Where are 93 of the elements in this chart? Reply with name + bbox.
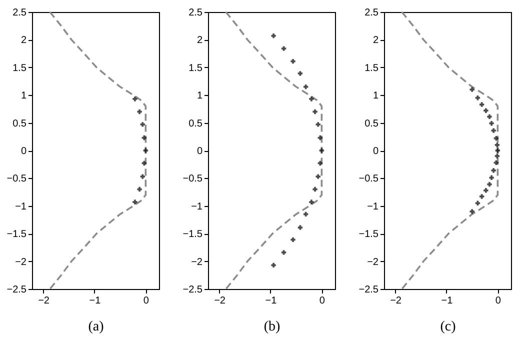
point (132, 96, 138, 102)
y-tick-label: −1 (191, 201, 203, 212)
y-tick-label: −0.5 (6, 174, 27, 185)
line-series (49, 11, 147, 290)
point (290, 58, 296, 64)
point (316, 174, 320, 179)
point (484, 108, 488, 113)
point (494, 142, 500, 148)
y-tick-label: 1.5 (364, 62, 379, 74)
y-tick-label: −2 (367, 256, 379, 268)
y-tick-label: −1.5 (182, 229, 203, 240)
y-tick-label: 1.5 (188, 62, 203, 74)
x-tick-label: −1 (441, 296, 454, 306)
x-axis-title: (a) (88, 320, 104, 334)
point (470, 87, 474, 92)
y-tick-label: −2 (191, 256, 203, 268)
point (494, 136, 498, 141)
y-tick-label: −1.5 (358, 229, 379, 240)
point (142, 135, 146, 140)
y-tick-label: 2.5 (12, 8, 27, 18)
point (494, 154, 500, 158)
point (479, 194, 484, 199)
y-tick-label: 2 (196, 35, 203, 46)
point (132, 200, 138, 204)
point (475, 96, 480, 100)
point (475, 200, 480, 206)
y-tick-label: 0.5 (188, 118, 203, 130)
y-tick-label: −2.5 (182, 284, 203, 296)
line-series (225, 11, 323, 290)
point (309, 200, 314, 204)
x-tick-label: 0 (143, 296, 150, 306)
y-tick-label: 0 (372, 146, 379, 157)
point (470, 209, 474, 214)
point (271, 33, 276, 38)
y-tick-label: 2 (20, 35, 27, 46)
x-tick-label: −2 (390, 296, 402, 306)
point (271, 262, 276, 268)
point (290, 237, 296, 242)
y-tick-label: −0.5 (358, 174, 379, 185)
point (489, 175, 494, 180)
y-tick-label: 0.5 (12, 118, 27, 130)
x-tick-label: −2 (214, 296, 226, 306)
point (140, 174, 145, 179)
point (281, 250, 286, 255)
point (494, 160, 498, 166)
point (491, 128, 496, 133)
point (298, 71, 303, 76)
point (484, 188, 488, 193)
y-tick-label: 2.5 (364, 8, 379, 18)
point (318, 160, 322, 166)
point (309, 96, 314, 102)
point (142, 160, 146, 166)
y-tick-label: 1.5 (12, 62, 27, 74)
x-axis-title: (c) (440, 320, 456, 334)
y-tick-label: 1 (20, 90, 27, 102)
point (298, 225, 303, 230)
y-tick-label: 0 (196, 146, 203, 157)
x-tick-label: −1 (265, 296, 278, 306)
y-tick-label: 1 (372, 90, 379, 102)
x-axis-title: (b) (264, 320, 280, 334)
y-tick-label: −2 (15, 256, 27, 268)
point (318, 135, 322, 140)
point (479, 102, 484, 107)
point (495, 148, 500, 153)
point (137, 109, 142, 114)
y-tick-label: 0 (20, 146, 27, 157)
point (487, 182, 492, 187)
y-tick-label: 2 (372, 35, 379, 46)
y-tick-label: −2.5 (6, 284, 27, 296)
point (312, 186, 318, 192)
point (487, 114, 492, 120)
y-tick-label: −1.5 (6, 229, 27, 240)
y-tick-label: −1 (15, 201, 27, 212)
point (491, 168, 496, 173)
y-tick-label: −2.5 (358, 284, 379, 296)
y-tick-label: −1 (367, 201, 379, 212)
x-tick-label: −1 (89, 296, 102, 306)
point (281, 46, 286, 51)
point (316, 122, 320, 127)
x-tick-label: −2 (38, 296, 50, 306)
point (312, 109, 318, 114)
point (137, 186, 142, 192)
point (140, 122, 145, 127)
point (319, 148, 324, 153)
y-tick-label: 0.5 (364, 118, 379, 130)
y-tick-label: 2.5 (188, 8, 203, 18)
point (143, 148, 148, 153)
y-tick-label: −0.5 (182, 174, 203, 185)
point (489, 121, 494, 126)
line-series (401, 11, 499, 290)
x-tick-label: 0 (319, 296, 326, 306)
x-tick-label: 0 (495, 296, 502, 306)
y-tick-label: 1 (196, 90, 203, 102)
